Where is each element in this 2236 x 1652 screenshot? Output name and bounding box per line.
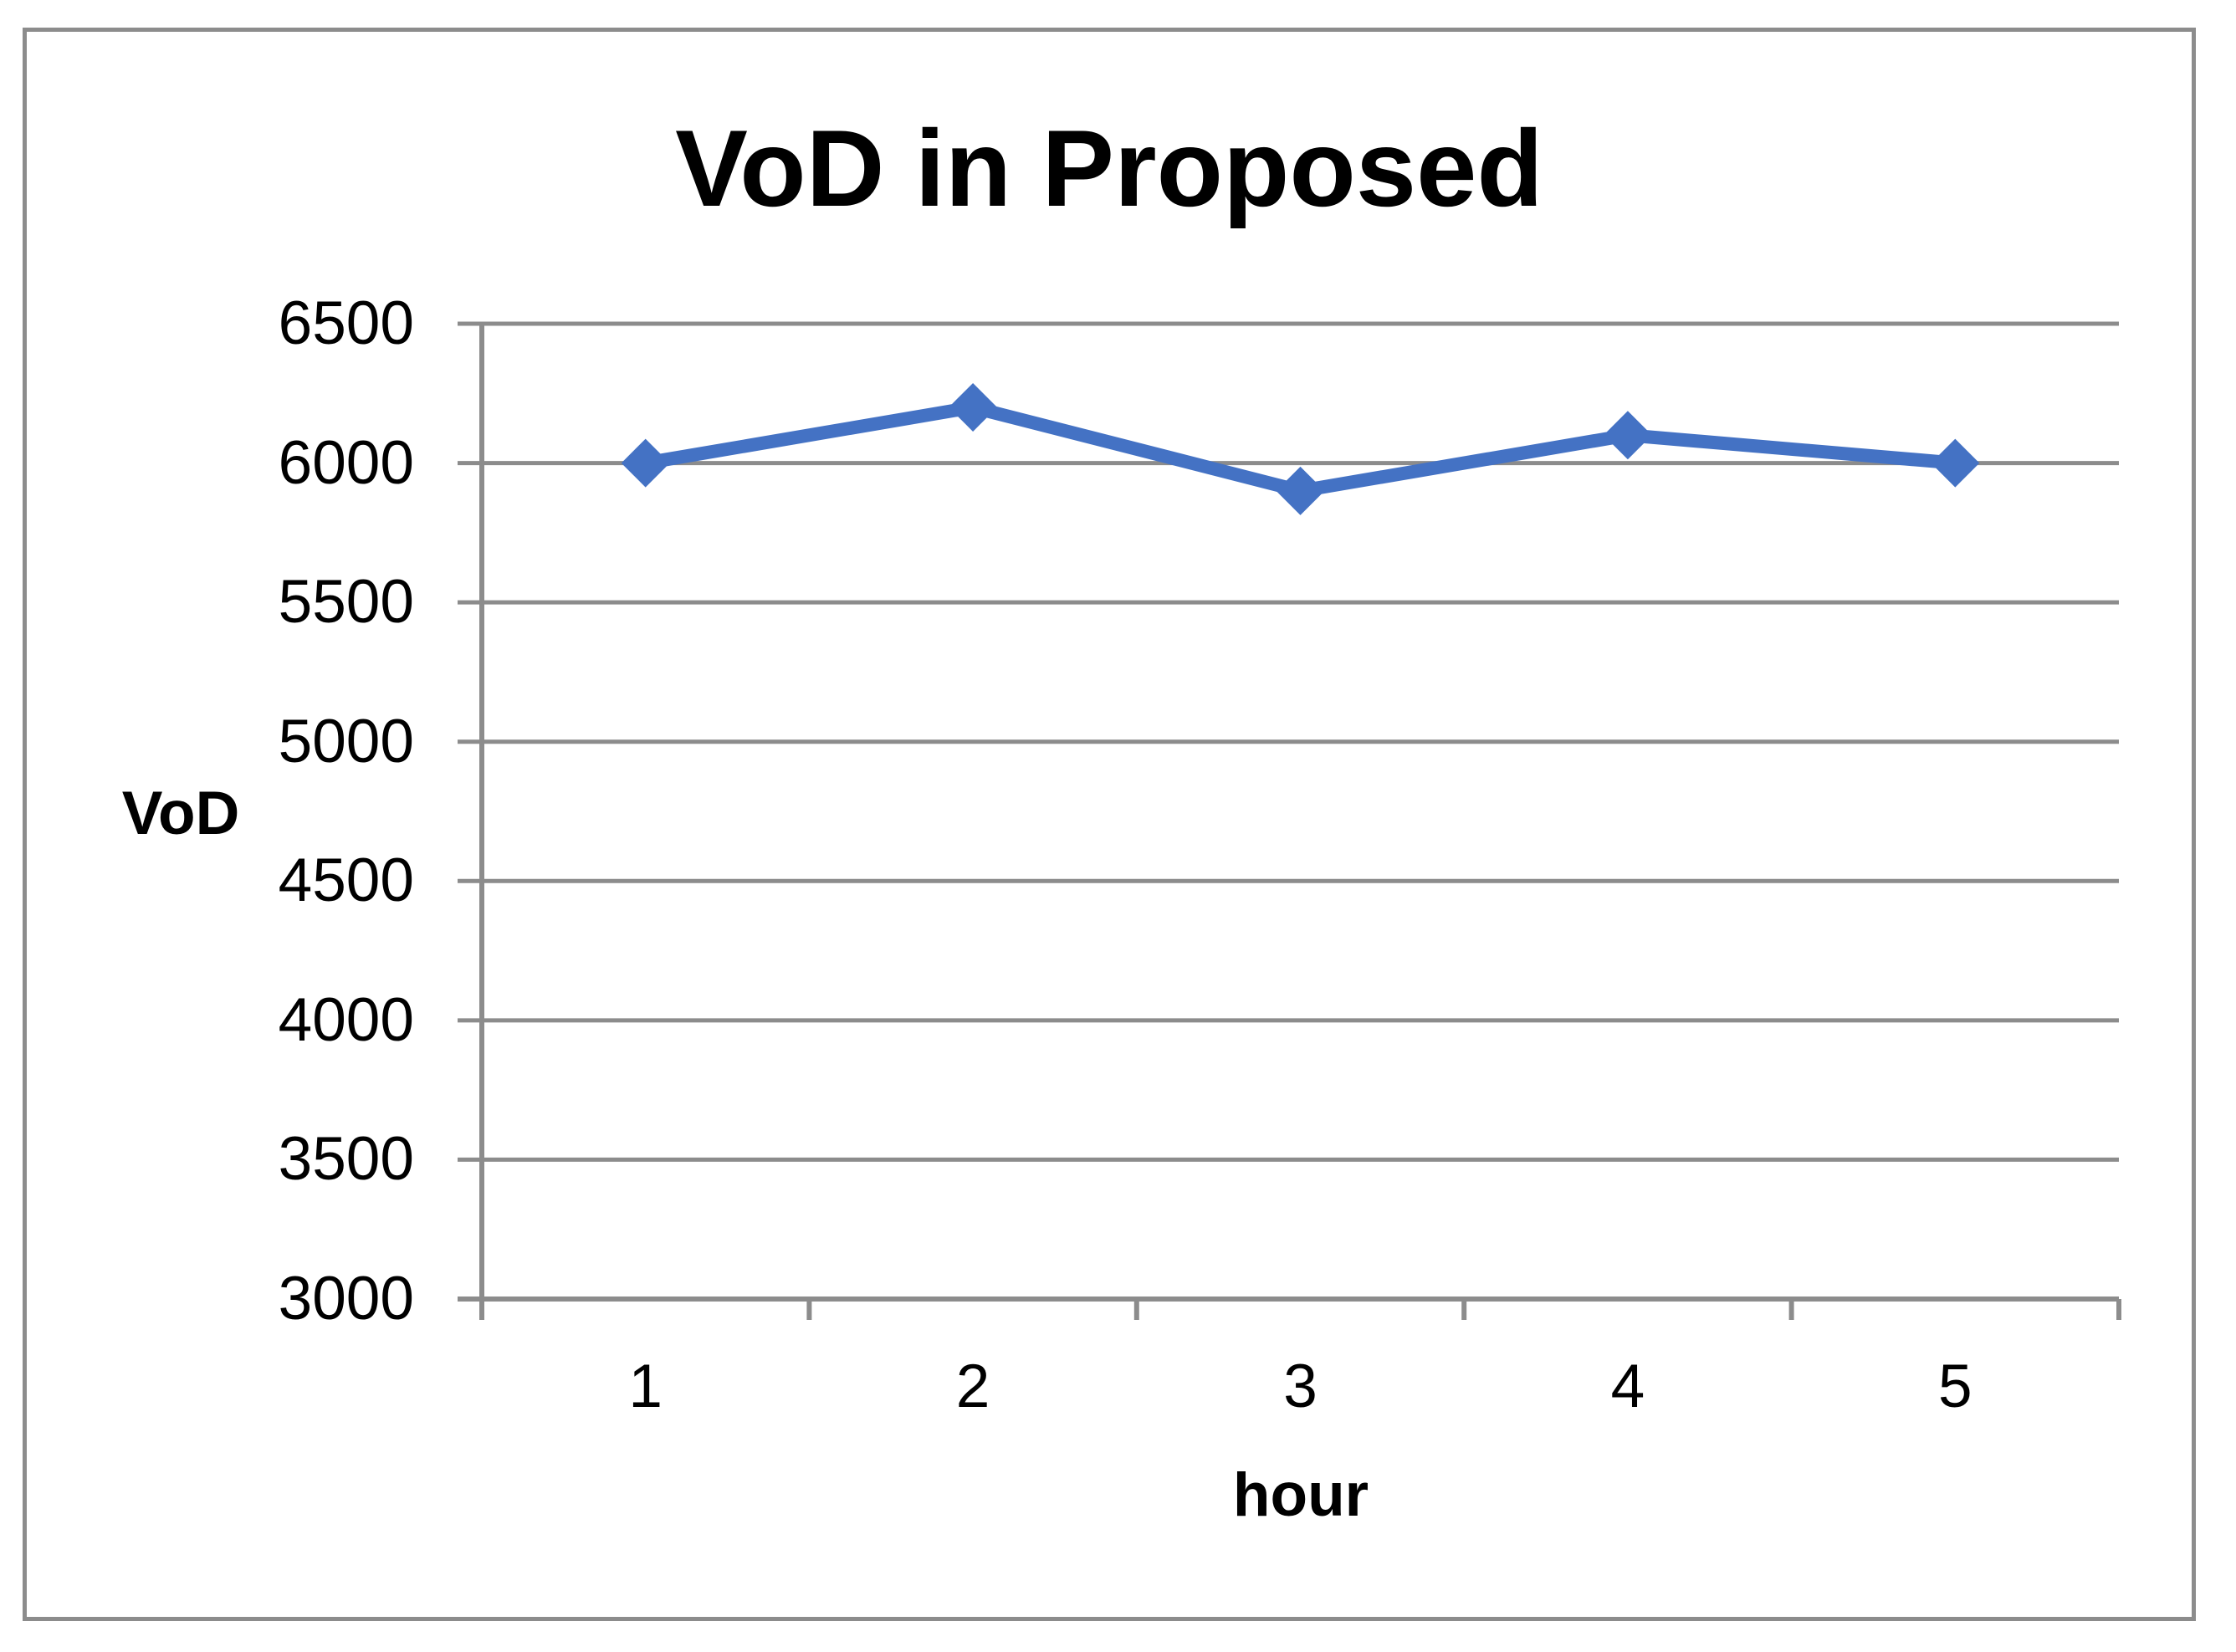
y-tick-label: 3500 [278, 1125, 414, 1194]
x-tick-label: 1 [628, 1353, 663, 1420]
data-point-marker [1276, 466, 1325, 515]
y-tick-label: 3000 [278, 1265, 414, 1332]
y-axis-title: VoD [121, 780, 240, 847]
x-tick-label: 4 [1610, 1353, 1645, 1420]
y-tick-label: 4500 [278, 846, 414, 915]
y-tick-label: 4000 [278, 985, 414, 1054]
x-tick-label: 5 [1937, 1353, 1972, 1420]
y-tick-label: 6000 [278, 428, 414, 497]
data-point-marker [621, 438, 670, 488]
x-tick-label: 3 [1283, 1353, 1318, 1420]
chart-title: VoD in Proposed [675, 107, 1543, 229]
chart-border [23, 28, 2196, 1621]
y-tick-label: 5000 [278, 707, 414, 775]
x-axis-title: hour [1232, 1461, 1369, 1529]
data-point-marker [1931, 438, 1980, 488]
y-tick-label: 5500 [278, 568, 414, 637]
x-tick-label: 2 [955, 1353, 990, 1420]
data-point-marker [949, 382, 998, 432]
data-point-marker [1603, 411, 1652, 460]
y-tick-label: 6500 [278, 289, 414, 357]
